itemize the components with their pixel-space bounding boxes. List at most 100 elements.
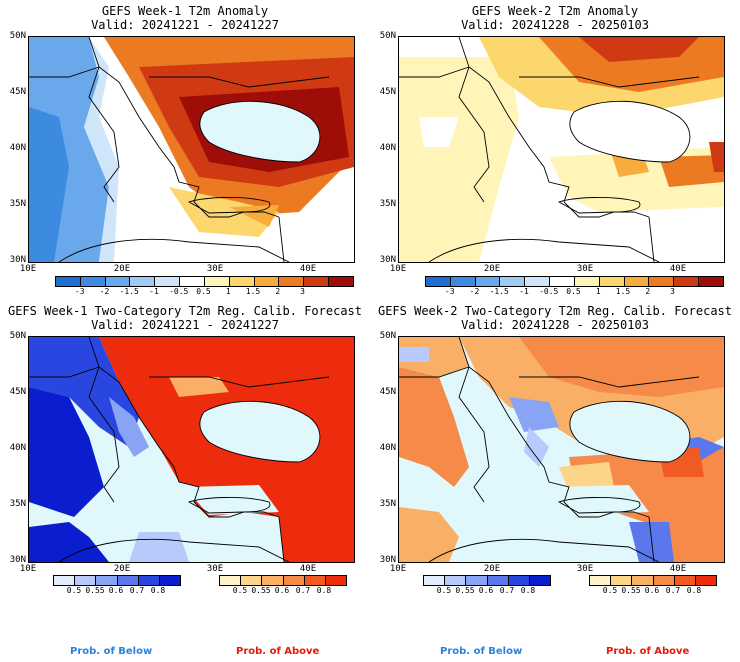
anomaly-colorbar-swatch xyxy=(673,277,699,286)
prob-above-swatch xyxy=(652,576,674,585)
prob-below-swatch xyxy=(424,576,445,585)
anomaly-colorbar-swatch xyxy=(449,277,475,286)
prob-above-caption: Prob. of Above xyxy=(606,646,690,657)
anomaly-colorbar-swatch xyxy=(154,277,180,286)
prob-above-swatch xyxy=(261,576,283,585)
anomaly-colorbar-label: 3 xyxy=(300,287,305,296)
lat-label: 35N xyxy=(379,499,396,509)
anomaly-colorbar xyxy=(55,276,354,287)
panel-subtitle: Valid: 20241221 - 20241227 xyxy=(91,18,279,32)
prob-above-colorbar xyxy=(219,575,347,586)
anomaly-colorbar-swatch xyxy=(524,277,550,286)
prob-below-swatch xyxy=(444,576,466,585)
anomaly-colorbar-label: -1.5 xyxy=(489,287,509,296)
lon-label: 30E xyxy=(576,264,594,274)
lon-label: 20E xyxy=(113,264,131,274)
anomaly-colorbar-swatch xyxy=(474,277,500,286)
prob-below-label: 0.6 xyxy=(108,586,124,595)
prob-below-swatch xyxy=(465,576,487,585)
lat-label: 50N xyxy=(9,31,26,41)
lon-label: 10E xyxy=(389,564,407,574)
anomaly-colorbar-swatch xyxy=(56,277,80,286)
anomaly-colorbar-label: -1.5 xyxy=(119,287,139,296)
lat-label: 30N xyxy=(379,255,396,265)
anomaly-colorbar-swatch xyxy=(179,277,204,286)
map-week2-anomaly xyxy=(398,36,725,263)
prob-below-label: 0.55 xyxy=(85,586,105,595)
prob-below-caption: Prob. of Below xyxy=(70,646,153,657)
lon-label: 20E xyxy=(483,564,501,574)
lat-label: 30N xyxy=(9,255,26,265)
anomaly-colorbar-label: -1 xyxy=(149,287,159,296)
anomaly-colorbar-label: 1 xyxy=(225,287,231,296)
anomaly-colorbar-label: 1 xyxy=(595,287,601,296)
prob-above-swatch xyxy=(590,576,611,585)
prob-below-caption: Prob. of Below xyxy=(440,646,523,657)
anomaly-colorbar-swatch xyxy=(573,277,599,286)
panel-title: GEFS Week-1 T2m Anomaly xyxy=(101,4,269,18)
anomaly-colorbar-swatch xyxy=(79,277,105,286)
anomaly-colorbar-swatch xyxy=(303,277,329,286)
panel-week2-anomaly: GEFS Week-2 T2m Anomaly Valid: 20241228 … xyxy=(370,0,740,310)
anomaly-colorbar-label: -3 xyxy=(74,287,85,296)
anomaly-colorbar-label: -0.5 xyxy=(539,287,559,296)
anomaly-colorbar-swatch xyxy=(278,277,304,286)
prob-below-swatch xyxy=(158,576,181,585)
prob-below-label: 0.6 xyxy=(478,586,494,595)
prob-above-label: 0.8 xyxy=(316,586,332,595)
prob-above-label: 0.6 xyxy=(274,586,290,595)
anomaly-colorbar-swatch xyxy=(499,277,525,286)
prob-below-label: 0.8 xyxy=(520,586,536,595)
prob-above-swatch xyxy=(303,576,325,585)
lat-label: 45N xyxy=(379,87,396,97)
prob-above-label: 0.8 xyxy=(686,586,702,595)
lat-label: 45N xyxy=(9,87,26,97)
lat-label: 40N xyxy=(9,143,26,153)
lat-label: 30N xyxy=(379,555,396,565)
lon-label: 10E xyxy=(389,264,407,274)
prob-above-label: 0.7 xyxy=(295,586,311,595)
prob-above-label: 0.6 xyxy=(644,586,660,595)
prob-above-colorbar xyxy=(589,575,717,586)
panel-week1-anomaly: GEFS Week-1 T2m Anomaly Valid: 20241221 … xyxy=(0,0,370,310)
lat-label: 50N xyxy=(379,31,396,41)
anomaly-colorbar-swatch xyxy=(598,277,624,286)
prob-below-swatch xyxy=(116,576,138,585)
prob-above-swatch xyxy=(240,576,262,585)
anomaly-colorbar-swatch xyxy=(648,277,674,286)
lon-label: 10E xyxy=(19,564,37,574)
lon-label: 30E xyxy=(206,264,224,274)
anomaly-colorbar-label: 1.5 xyxy=(245,287,261,296)
anomaly-colorbar-swatch xyxy=(104,277,130,286)
prob-below-label: 0.55 xyxy=(455,586,475,595)
map-week1-probability xyxy=(28,336,355,563)
panel-title: GEFS Week-1 Two-Category T2m Reg. Calib.… xyxy=(7,304,362,318)
prob-above-label: 0.7 xyxy=(665,586,681,595)
lat-label: 40N xyxy=(9,443,26,453)
prob-below-swatch xyxy=(528,576,551,585)
anomaly-colorbar-label: 1.5 xyxy=(615,287,631,296)
lon-label: 30E xyxy=(576,564,594,574)
prob-below-swatch xyxy=(137,576,159,585)
anomaly-colorbar-swatch xyxy=(549,277,574,286)
lat-label: 35N xyxy=(9,499,26,509)
lat-label: 40N xyxy=(379,443,396,453)
lon-label: 40E xyxy=(299,564,317,574)
map-week1-anomaly xyxy=(28,36,355,263)
panel-subtitle: Valid: 20241221 - 20241227 xyxy=(91,318,279,332)
prob-above-swatch xyxy=(324,576,347,585)
prob-below-colorbar xyxy=(423,575,551,586)
panel-title: GEFS Week-2 T2m Anomaly xyxy=(471,4,639,18)
lat-label: 40N xyxy=(379,143,396,153)
prob-above-swatch xyxy=(631,576,653,585)
prob-above-label: 0.5 xyxy=(232,586,248,595)
prob-below-label: 0.5 xyxy=(66,586,82,595)
anomaly-colorbar-label: -3 xyxy=(444,287,455,296)
anomaly-colorbar-label: -2 xyxy=(99,287,110,296)
anomaly-colorbar-swatch xyxy=(623,277,649,286)
anomaly-colorbar-swatch xyxy=(328,277,353,286)
panel-subtitle: Valid: 20241228 - 20250103 xyxy=(461,318,649,332)
anomaly-colorbar-swatch xyxy=(203,277,229,286)
lon-label: 40E xyxy=(669,264,687,274)
anomaly-colorbar-label: -1 xyxy=(519,287,529,296)
